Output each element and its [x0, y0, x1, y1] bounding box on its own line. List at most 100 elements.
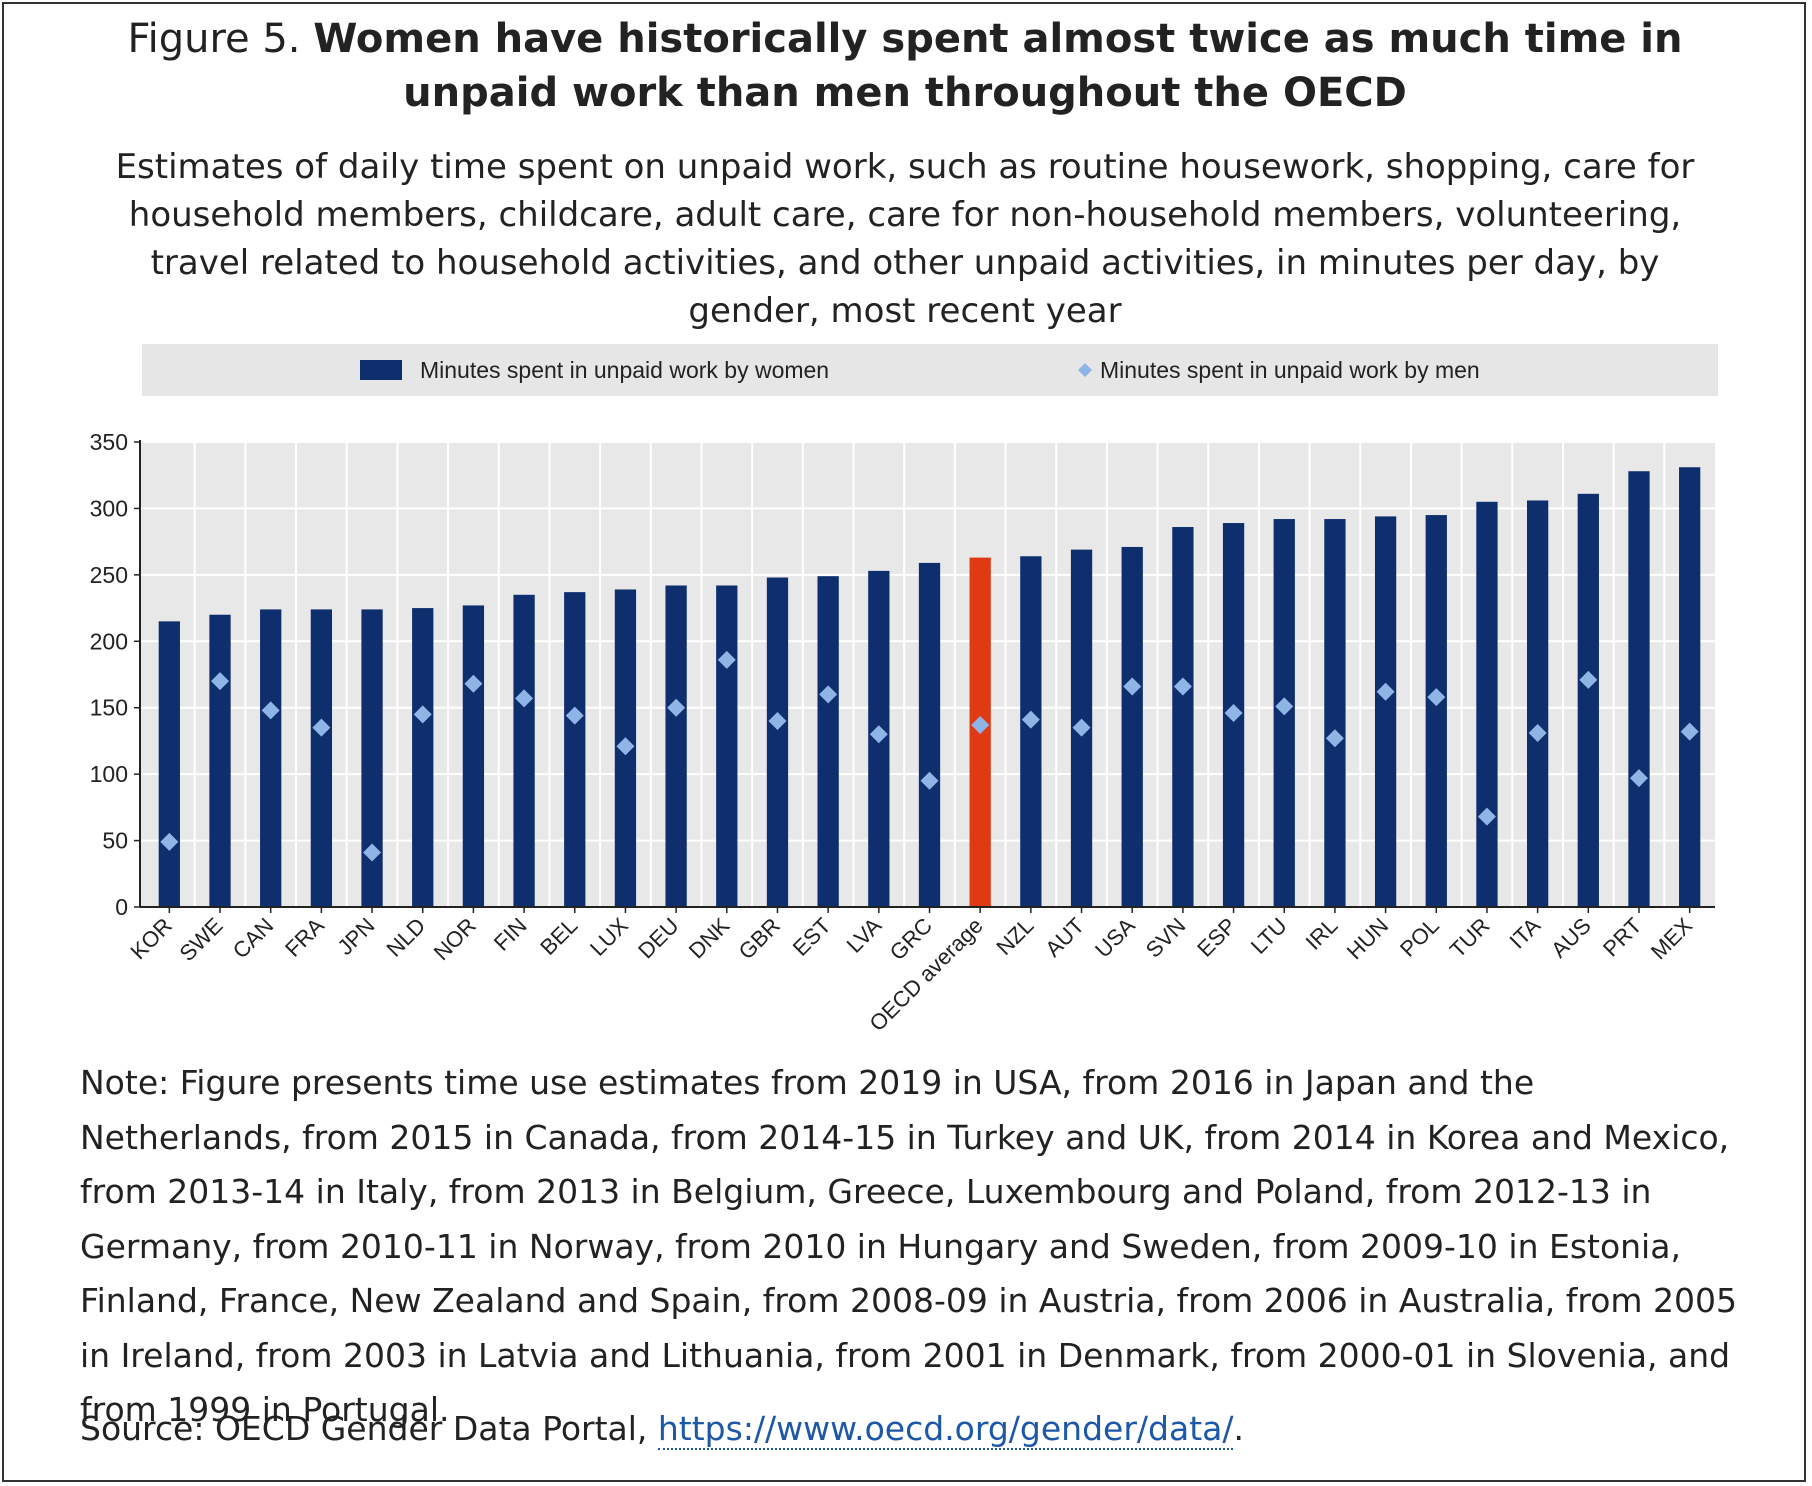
x-tick-label: SVN: [1141, 913, 1191, 963]
bar-women: [564, 592, 586, 907]
marker-men: [363, 843, 382, 862]
y-tick-label: 150: [90, 695, 128, 721]
x-tick-label: USA: [1090, 913, 1140, 963]
bar-women: [361, 609, 383, 907]
figure-note: Note: Figure presents time use estimates…: [80, 1063, 1738, 1429]
marker-men: [1173, 677, 1192, 696]
marker-men: [160, 832, 179, 851]
y-tick-label: 250: [90, 562, 128, 588]
marker-men: [413, 705, 432, 724]
bar-women: [310, 609, 333, 907]
bar-women: [1020, 556, 1042, 907]
bar-women: [716, 585, 738, 907]
marker-men: [1224, 704, 1243, 723]
figure-title: Figure 5. Women have historically spent …: [60, 12, 1750, 120]
marker-men: [1629, 769, 1648, 788]
bar-women: [766, 577, 789, 907]
x-tick-label: NLD: [381, 913, 430, 962]
marker-men: [464, 674, 483, 693]
marker-men: [565, 706, 584, 725]
x-tick-label: FRA: [280, 913, 329, 962]
marker-men: [1680, 722, 1699, 741]
bar-women: [1628, 471, 1650, 907]
marker-men: [1376, 682, 1395, 701]
x-tick-label: NOR: [429, 913, 481, 965]
bar-women: [412, 608, 434, 907]
bar-women: [209, 614, 231, 907]
x-tick-label: FIN: [489, 913, 532, 956]
x-tick-label: EST: [788, 913, 836, 961]
bar-women: [665, 585, 687, 907]
bar-women: [1374, 516, 1397, 907]
x-tick-label: IRL: [1301, 913, 1343, 955]
x-tick-label: KOR: [125, 913, 176, 964]
bar-women: [1526, 500, 1549, 907]
x-tick-label: GBR: [734, 913, 785, 964]
bar-women: [462, 605, 485, 907]
bar-chart: Minutes spent in unpaid work by women Min…: [60, 340, 1740, 1040]
bar-women: [1577, 493, 1599, 907]
marker-men: [869, 725, 888, 744]
bar-women: [513, 594, 535, 907]
marker-men: [971, 715, 990, 734]
x-tick-label: AUT: [1040, 913, 1089, 962]
x-tick-label: SWE: [174, 913, 227, 966]
x-tick-label: DEU: [633, 913, 684, 964]
y-tick-label: 100: [90, 761, 128, 787]
bar-women: [1679, 467, 1701, 907]
legend-background: [142, 344, 1718, 396]
x-tick-label: NZL: [991, 913, 1038, 960]
y-tick-label: 350: [90, 429, 128, 455]
marker-men: [1427, 688, 1446, 707]
legend-men-label: Minutes spent in unpaid work by men: [1100, 357, 1480, 383]
legend-men-marker: [1078, 363, 1092, 377]
bar-women: [1324, 519, 1346, 907]
x-tick-label: JPN: [333, 913, 380, 960]
marker-men: [667, 698, 686, 717]
x-tick-label: LVA: [842, 913, 887, 958]
marker-men: [1528, 723, 1547, 742]
marker-men: [1072, 718, 1091, 737]
legend-women-swatch: [360, 360, 402, 380]
marker-men: [1275, 697, 1294, 716]
y-tick-label: 300: [90, 495, 128, 521]
marker-men: [819, 685, 838, 704]
marker-men: [1325, 729, 1344, 748]
bar-women: [918, 562, 941, 907]
marker-men: [1477, 807, 1496, 826]
bar-women: [1172, 527, 1194, 907]
marker-men: [717, 650, 736, 669]
bar-women: [1425, 515, 1447, 907]
x-tick-label: CAN: [228, 913, 279, 964]
figure-heading: Women have historically spent almost twi…: [313, 16, 1683, 116]
marker-men: [261, 701, 280, 720]
x-tick-label: ESP: [1192, 913, 1241, 962]
y-tick-label: 200: [90, 628, 128, 654]
marker-men: [616, 737, 635, 756]
x-tick-label: LUX: [585, 913, 633, 961]
x-tick-label: TUR: [1445, 913, 1495, 963]
x-tick-label: PRT: [1598, 913, 1647, 962]
x-tick-label: ITA: [1504, 913, 1545, 954]
x-tick-label: LTU: [1246, 913, 1292, 959]
figure-number: Figure 5.: [127, 16, 301, 62]
bar-women: [260, 609, 282, 907]
marker-men: [211, 672, 230, 691]
y-tick-label: 50: [102, 828, 128, 854]
marker-men: [920, 771, 939, 790]
marker-men: [1021, 710, 1040, 729]
x-tick-label: DNK: [684, 913, 735, 964]
source-link[interactable]: https://www.oecd.org/gender/data/: [657, 1409, 1234, 1450]
x-tick-label: BEL: [535, 913, 582, 960]
marker-men: [515, 689, 534, 708]
bar-women: [1476, 501, 1498, 907]
marker-men: [312, 718, 331, 737]
x-tick-label: AUS: [1546, 913, 1596, 963]
marker-men: [1123, 677, 1142, 696]
figure-source: Source: OECD Gender Data Portal, https:/…: [80, 1402, 1244, 1456]
bar-women: [817, 576, 839, 907]
bar-women: [158, 621, 180, 907]
marker-men: [1579, 670, 1598, 689]
chart-svg: Minutes spent in unpaid work by women Min…: [90, 344, 1718, 1036]
